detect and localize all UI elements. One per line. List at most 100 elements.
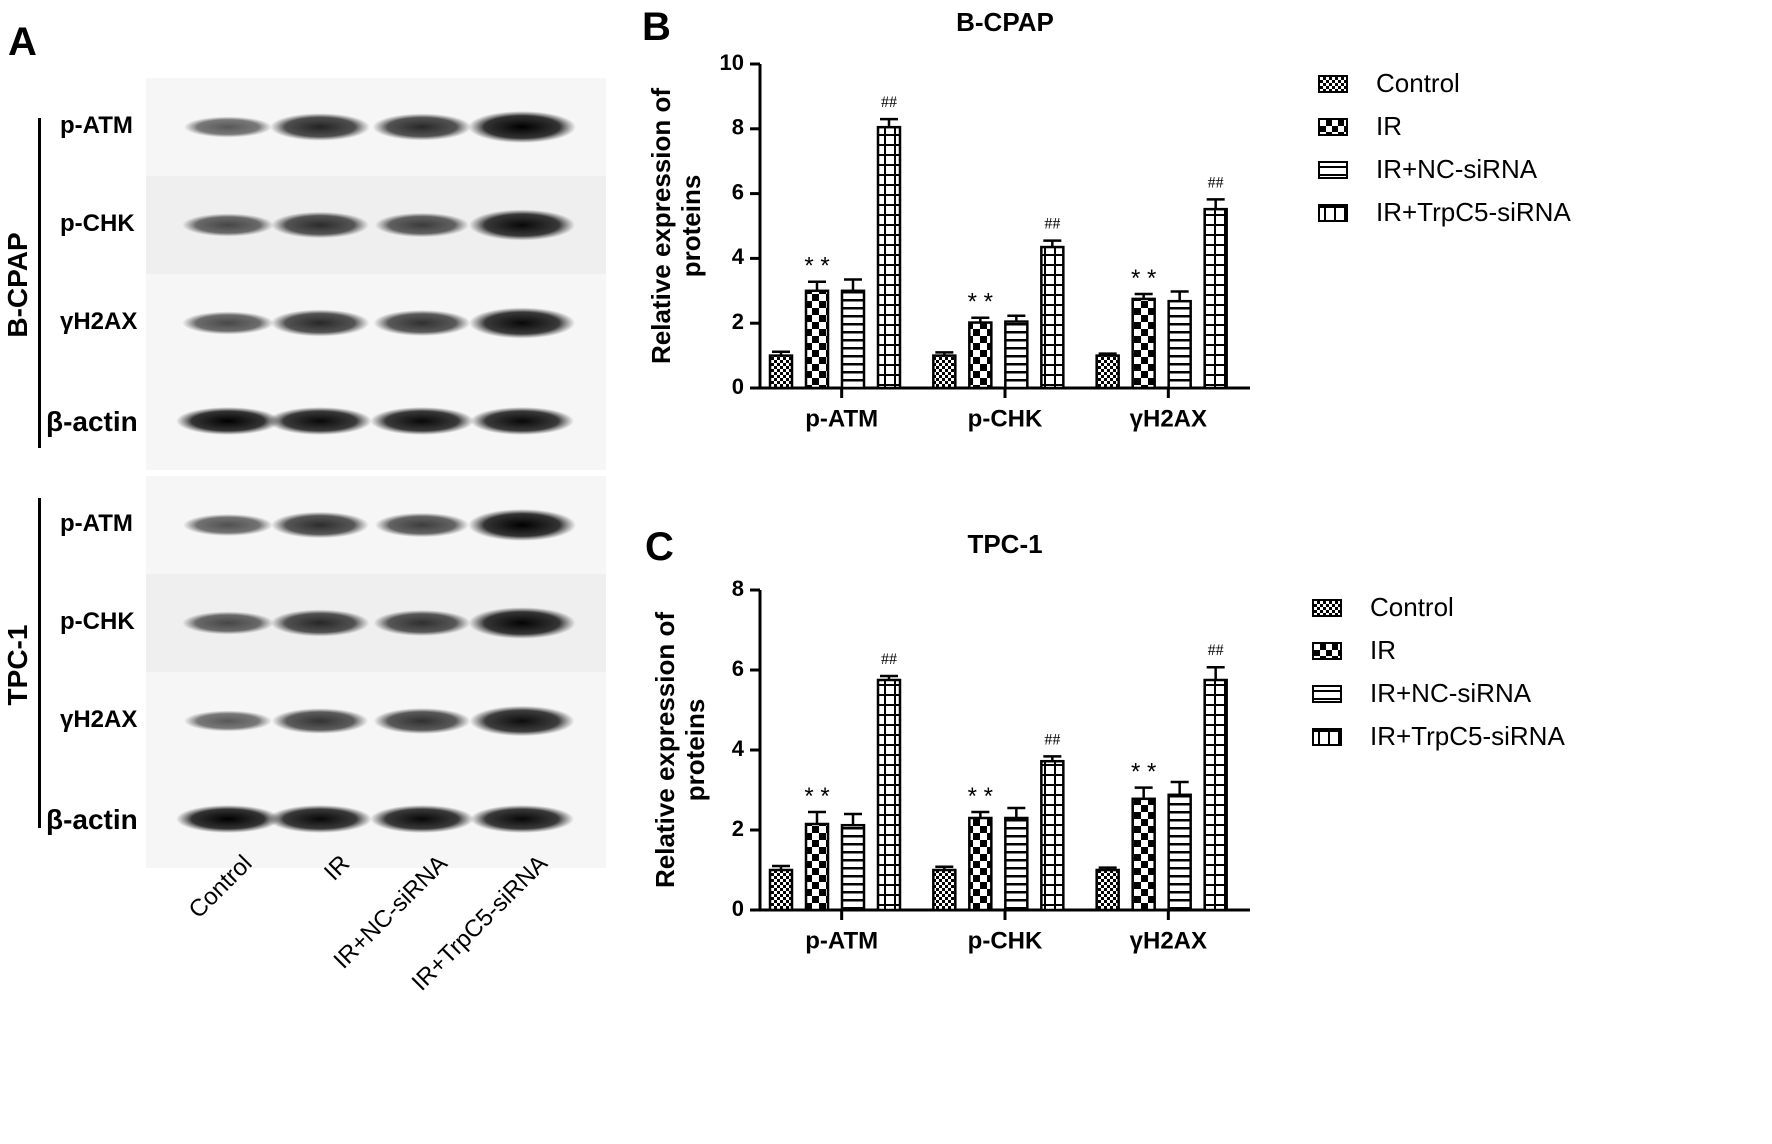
blot-band [182,213,274,237]
blot-band [373,310,471,336]
x-tick-label: p-CHK [968,927,1043,954]
blot-band [271,511,369,539]
bar [768,354,794,390]
blot-group-bracket [38,498,41,828]
blot-band [182,311,274,335]
blot-band [373,610,471,636]
blot-band [183,116,273,138]
legend-label: Control [1370,592,1454,622]
bar [804,822,830,912]
blot-band [269,113,371,141]
bar [768,868,794,912]
chart-title: B-CPAP [956,7,1054,37]
blot-band [370,805,474,833]
blot-strip [146,372,606,470]
blot-row-label: β-actin [46,804,138,835]
blot-band [270,609,370,637]
blot-band [374,212,470,238]
y-tick-label: 8 [732,576,744,601]
legend-label: IR+NC-siRNA [1370,678,1532,708]
legend-item: IR+TrpC5-siRNA [1312,721,1565,752]
legend-item: Control [1312,592,1454,623]
significance-mark: ## [1208,642,1224,659]
blot-group-bracket [38,118,41,448]
legend-swatch [1312,641,1342,660]
legend-swatch [1318,117,1348,136]
y-axis-label: Relative expression ofproteins [646,88,706,364]
blot-band [176,407,280,435]
legend-item: IR+TrpC5-siRNA [1318,197,1571,228]
y-tick-label: 4 [732,736,745,761]
blot-row-label: p-CHK [60,608,135,635]
bar [932,868,957,912]
y-tick-label: 6 [732,656,744,681]
legend-swatch [1318,160,1348,179]
legend-swatch [1318,74,1348,93]
legend-item: IR+NC-siRNA [1318,154,1537,185]
bar [1167,299,1192,390]
bar [1095,354,1120,390]
bar [1131,797,1156,912]
blot-row-label: γH2AX [60,308,138,335]
legend-item: IR [1318,111,1402,142]
panel-label-c: C [645,525,674,569]
blot-strip [146,574,606,672]
bar [840,823,866,912]
legend-item: IR [1312,635,1396,666]
legend-label: IR [1376,111,1402,141]
legend-label: IR+TrpC5-siRNA [1370,721,1565,751]
bar [840,289,866,390]
legend-swatch [1312,727,1342,746]
legend-item: Control [1318,68,1460,99]
y-tick-label: 4 [732,244,745,269]
blot-strip [146,274,606,372]
y-tick-label: 0 [732,374,744,399]
blot-row-label: β-actin [46,406,138,437]
legend-swatch [1312,684,1342,703]
blot-band [373,708,471,734]
bar [1004,816,1029,912]
x-tick-label: p-ATM [805,927,878,954]
blot-strip [146,476,606,574]
significance-mark: ## [881,651,897,668]
legend-swatch [1312,598,1342,617]
y-tick-label: 2 [732,816,744,841]
legend-label: IR [1370,635,1396,665]
y-axis-label: Relative expression ofproteins [650,612,710,888]
blot-band [176,805,280,833]
blot-band [370,407,474,435]
significance-mark: * * [804,783,829,810]
bar [876,678,902,912]
significance-mark: * * [968,289,993,316]
blot-strip [146,770,606,868]
blot-band [268,805,372,833]
chart-1: TPC-1 Relative expression ofproteins 0 2 4 6 8… [650,529,1250,954]
blot-band [374,512,470,538]
significance-mark: * * [1131,759,1156,786]
blot-band [270,309,370,337]
legend-label: IR+NC-siRNA [1376,154,1538,184]
significance-mark: * * [968,783,993,810]
blot-band [469,705,575,737]
blot-strip [146,672,606,770]
blot-band [470,805,574,833]
x-tick-label: γH2AX [1130,405,1207,432]
x-tick-label: p-CHK [968,405,1043,432]
y-tick-label: 10 [720,50,744,75]
blot-band [182,611,274,635]
blot-band [271,211,369,239]
blot-row-label: p-ATM [60,510,133,537]
blot-band [468,307,576,339]
bar [1004,320,1029,390]
chart-title: TPC-1 [967,529,1042,559]
significance-mark: ## [1044,216,1060,233]
blot-band [372,113,472,141]
y-tick-label: 8 [732,115,744,140]
panel-label-b: B [642,5,671,49]
bar [1095,868,1120,912]
bar [1131,297,1156,390]
chart-0: B-CPAP Relative expression ofproteins 0 2 4 6… [646,7,1250,432]
bar [804,289,830,390]
significance-mark: ## [1044,731,1060,748]
